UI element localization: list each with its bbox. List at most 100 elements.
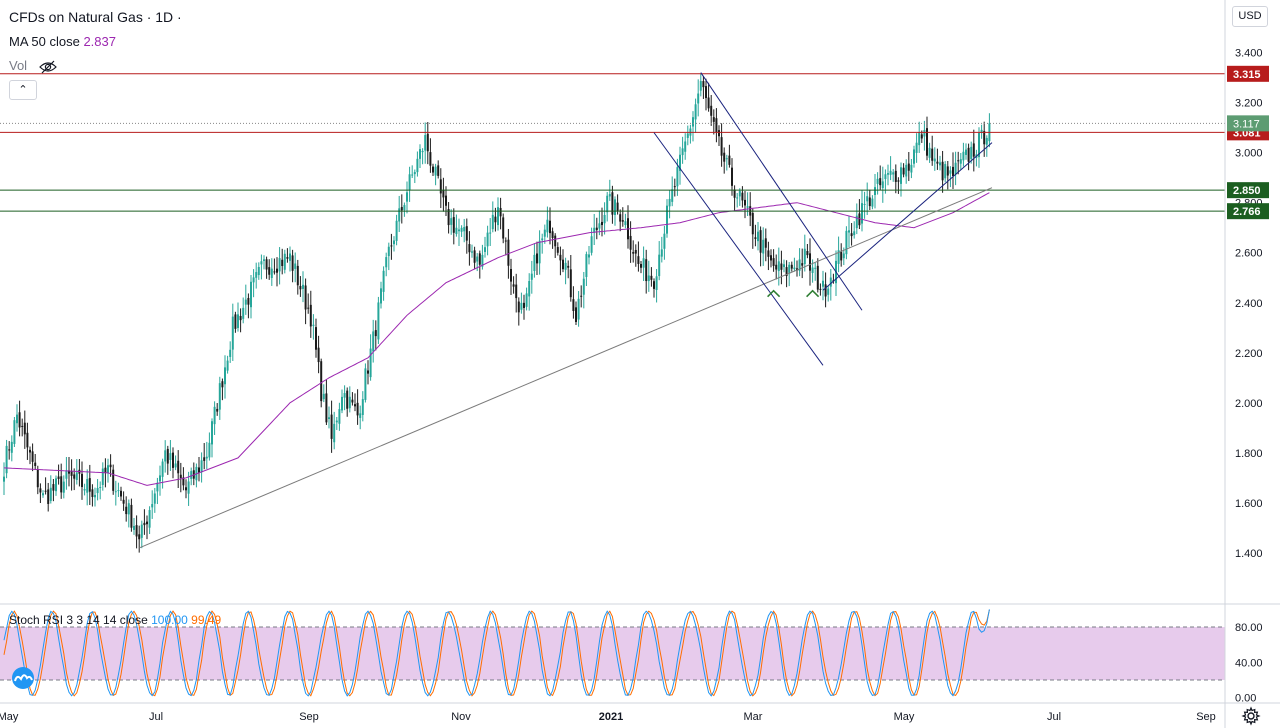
candle-body bbox=[224, 367, 226, 385]
main-pane bbox=[0, 72, 1280, 605]
candle-body bbox=[556, 247, 559, 253]
candle-body bbox=[705, 86, 707, 99]
candle-body bbox=[47, 489, 50, 504]
candle-body bbox=[198, 467, 200, 473]
candle-body bbox=[517, 301, 520, 313]
candle-body bbox=[276, 268, 278, 273]
candle-body bbox=[403, 205, 406, 211]
collapse-legend-button[interactable]: ⌃ bbox=[9, 80, 37, 100]
candle-body bbox=[172, 452, 174, 468]
ma-legend[interactable]: MA 50 close 2.837 bbox=[9, 34, 116, 49]
trend-trendline[interactable] bbox=[139, 187, 993, 549]
candle-body bbox=[133, 525, 135, 530]
candle-body bbox=[731, 167, 733, 186]
candle-body bbox=[907, 163, 910, 171]
candle-body bbox=[572, 299, 575, 312]
candle-body bbox=[894, 170, 897, 182]
candle-body bbox=[322, 393, 325, 400]
candle-body bbox=[624, 221, 627, 226]
candle-body bbox=[452, 217, 455, 233]
stoch-rsi-k-line[interactable] bbox=[3, 609, 990, 697]
candle-body bbox=[559, 254, 562, 261]
candle-body bbox=[369, 348, 372, 378]
candle-body bbox=[23, 422, 26, 435]
candle-body bbox=[159, 475, 161, 482]
candle-body bbox=[286, 257, 289, 259]
price-axis[interactable]: 1.4001.6001.8002.0002.2002.4002.6002.800… bbox=[1224, 0, 1269, 728]
candle-body bbox=[928, 147, 931, 158]
rsi-y-tick-label: 80.00 bbox=[1235, 622, 1263, 634]
candle-body bbox=[845, 230, 848, 255]
stoch-rsi-legend[interactable]: Stoch RSI 3 3 14 14 close 100.00 99.49 bbox=[9, 613, 221, 627]
candle-body bbox=[387, 246, 390, 257]
channel-trendline[interactable] bbox=[653, 132, 824, 366]
candle-body bbox=[926, 128, 928, 156]
candle-body bbox=[712, 117, 715, 122]
candle-body bbox=[941, 161, 944, 181]
candle-body bbox=[109, 464, 112, 468]
candle-body bbox=[515, 284, 518, 299]
candle-body bbox=[538, 240, 541, 264]
candle-body bbox=[99, 487, 102, 489]
x-tick-label: Sep bbox=[299, 711, 319, 723]
candle-body bbox=[780, 263, 783, 270]
candle-body bbox=[647, 275, 650, 282]
candle-body bbox=[551, 231, 554, 238]
candle-body bbox=[939, 162, 941, 166]
candle-body bbox=[564, 262, 567, 270]
candle-body bbox=[348, 396, 351, 409]
symbol-title[interactable]: CFDs on Natural Gas · 1D · bbox=[9, 9, 182, 25]
candle-body bbox=[770, 255, 772, 261]
candle-body bbox=[393, 240, 395, 245]
candle-body bbox=[468, 244, 471, 253]
candle-body bbox=[101, 468, 104, 485]
candle-body bbox=[528, 281, 531, 297]
candle-body bbox=[465, 226, 468, 241]
y-tick-label: 3.400 bbox=[1235, 48, 1263, 60]
candle-body bbox=[944, 164, 947, 179]
candle-body bbox=[491, 214, 494, 230]
gear-icon[interactable] bbox=[1241, 706, 1261, 726]
candle-body bbox=[260, 261, 263, 265]
candle-body bbox=[637, 256, 640, 264]
candle-body bbox=[546, 219, 549, 233]
candle-body bbox=[541, 238, 544, 241]
candle-body bbox=[723, 152, 726, 162]
candle-body bbox=[608, 194, 611, 197]
candle-body bbox=[946, 166, 949, 176]
candle-body bbox=[343, 393, 346, 398]
candle-body bbox=[68, 470, 70, 474]
candle-body bbox=[359, 413, 362, 418]
candle-body bbox=[88, 478, 91, 492]
candle-body bbox=[29, 449, 31, 453]
currency-button[interactable]: USD bbox=[1232, 6, 1268, 27]
candle-body bbox=[21, 425, 24, 427]
candle-body bbox=[86, 479, 89, 493]
candle-body bbox=[205, 456, 208, 459]
candle-body bbox=[281, 259, 284, 267]
pivot-low-marker[interactable] bbox=[806, 289, 820, 298]
eye-hidden-icon[interactable] bbox=[38, 60, 57, 74]
candle-body bbox=[112, 469, 115, 491]
channel-trendline[interactable] bbox=[822, 142, 993, 291]
candle-body bbox=[642, 258, 645, 268]
stoch-rsi-pane bbox=[0, 609, 1225, 697]
cloud-logo-icon[interactable] bbox=[8, 666, 38, 690]
pivot-low-marker[interactable] bbox=[767, 289, 781, 298]
channel-trendline[interactable] bbox=[700, 72, 863, 311]
candle-body bbox=[143, 522, 146, 526]
stoch-rsi-d-line[interactable] bbox=[3, 609, 990, 697]
candle-body bbox=[543, 229, 546, 237]
time-axis[interactable]: May Jul Sep Nov 2021 Mar May Jul Sep bbox=[0, 702, 1280, 723]
candle-body bbox=[842, 253, 845, 259]
ma50-line[interactable] bbox=[3, 192, 990, 486]
candle-body bbox=[806, 250, 809, 256]
candle-body bbox=[660, 249, 663, 257]
candle-body bbox=[31, 451, 34, 462]
candle-body bbox=[801, 263, 804, 266]
volume-legend[interactable]: Vol bbox=[9, 58, 57, 74]
candle-body bbox=[814, 267, 817, 269]
candle-body bbox=[671, 189, 674, 202]
x-tick-label: Jul bbox=[149, 711, 163, 723]
